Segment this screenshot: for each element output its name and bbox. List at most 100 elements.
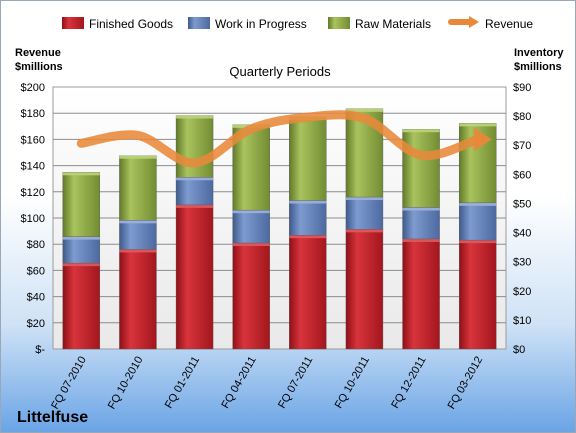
legend-label-raw-materials: Raw Materials (355, 17, 431, 31)
right-tick-label: $10 (513, 315, 531, 327)
bar-raw-materials-top-edge (62, 172, 100, 176)
bars (62, 108, 497, 350)
legend-label-work-in-progress: Work in Progress (215, 17, 307, 31)
right-axis-title-line-1: Inventory (514, 47, 564, 59)
bar-work-in-progress-top-edge (62, 236, 100, 240)
bar-work-in-progress-top-edge (345, 197, 383, 201)
left-tick-label: $180 (21, 108, 45, 120)
left-tick-label: $160 (21, 134, 45, 146)
bar-raw-materials (175, 115, 214, 178)
bar-work-in-progress-top-edge (232, 210, 270, 214)
revenue-line (76, 110, 483, 168)
bar-finished-goods (289, 234, 327, 350)
bar-finished-goods-top-edge (459, 240, 497, 244)
legend-label-finished-goods: Finished Goods (89, 17, 173, 31)
legend-item-work-in-progress: Work in Progress (188, 17, 307, 31)
left-tick-label: $40 (27, 292, 45, 304)
left-tick-label: $60 (27, 265, 45, 277)
left-tick-label: $20 (27, 318, 45, 330)
right-tick-label: $0 (513, 344, 525, 356)
left-tick-label: $200 (21, 82, 45, 94)
left-tick-label: $80 (27, 239, 45, 251)
bar-raw-materials (402, 129, 440, 208)
left-tick-label: $120 (21, 187, 45, 199)
bar-finished-goods (175, 204, 214, 350)
x-tick-label: FQ 07-2011 (276, 355, 315, 411)
bar-finished-goods-top-edge (345, 229, 383, 233)
revenue-line-layer (76, 110, 492, 168)
legend-swatch-finished-goods (62, 17, 84, 29)
legend-swatch-raw-materials (328, 17, 350, 29)
bar-finished-goods (458, 239, 497, 350)
bar-raw-materials (289, 116, 327, 201)
bar-finished-goods (119, 249, 157, 350)
bar-finished-goods (402, 238, 440, 350)
bar-finished-goods (232, 242, 270, 350)
bar-work-in-progress-top-edge (176, 177, 214, 181)
bar-raw-materials-top-edge (345, 108, 383, 112)
left-axis-title-line-2: $millions (15, 61, 63, 73)
x-axis-ticks: FQ 07-2010 FQ 10-2010 FQ 01-2011 FQ 04-2011… (49, 355, 485, 412)
left-tick-label: $100 (21, 213, 45, 225)
right-tick-label: $30 (513, 257, 531, 269)
chart-title: Quarterly Periods (229, 64, 331, 79)
x-tick-label: FQ 03-2012 (446, 355, 486, 412)
left-axis-ticks: $- $20 $40 $60 $80 $100 $120 $140 $160 $180 $200 (21, 82, 46, 356)
right-tick-label: $40 (513, 228, 531, 240)
x-tick-label: FQ 01-2011 (163, 355, 202, 411)
bar-finished-goods-top-edge (119, 249, 157, 253)
right-tick-label: $90 (513, 82, 531, 94)
bar-work-in-progress-top-edge (402, 207, 440, 211)
bar-raw-materials-top-edge (176, 115, 214, 119)
legend-label-revenue: Revenue (485, 17, 533, 31)
bar-work-in-progress (119, 220, 157, 250)
right-tick-label: $80 (513, 111, 531, 123)
bar-work-in-progress (62, 236, 101, 264)
legend-swatch-work-in-progress (188, 17, 210, 29)
left-axis-title-line-1: Revenue (15, 47, 61, 59)
bar-raw-materials-top-edge (402, 129, 440, 133)
legend-item-finished-goods: Finished Goods (62, 17, 173, 31)
x-tick-label: FQ 04-2011 (219, 355, 258, 411)
legend-item-raw-materials: Raw Materials (328, 17, 431, 31)
bar-work-in-progress-top-edge (459, 202, 497, 206)
left-tick-label: $- (35, 344, 45, 356)
bar-raw-materials (119, 155, 157, 221)
bar-work-in-progress (175, 177, 214, 206)
right-tick-label: $60 (513, 169, 531, 181)
x-tick-label: FQ 10-2011 (333, 355, 372, 411)
bar-raw-materials (62, 172, 101, 237)
x-tick-label: FQ 07-2010 (49, 355, 89, 412)
bar-finished-goods-top-edge (62, 263, 100, 267)
legend-item-revenue: Revenue (448, 16, 533, 31)
right-tick-label: $20 (513, 286, 531, 298)
right-axis-title-line-2: $millions (514, 61, 562, 73)
right-tick-label: $50 (513, 198, 531, 210)
x-tick-label: FQ 12-2011 (389, 355, 428, 411)
bar-finished-goods (345, 229, 384, 350)
left-tick-label: $140 (21, 161, 45, 173)
legend: Finished Goods Work in Progress Raw Mate… (62, 16, 533, 31)
bar-work-in-progress (458, 202, 497, 241)
company-name: Littelfuse (17, 409, 88, 426)
bar-work-in-progress-top-edge (289, 200, 327, 204)
bar-work-in-progress (402, 207, 440, 240)
bar-finished-goods-top-edge (402, 238, 440, 242)
revenue-arrowhead (473, 127, 492, 152)
bar-work-in-progress-top-edge (119, 220, 157, 224)
bar-finished-goods-top-edge (289, 235, 327, 239)
bar-work-in-progress (289, 200, 327, 236)
right-tick-label: $70 (513, 140, 531, 152)
bar-finished-goods-top-edge (232, 243, 270, 247)
x-tick-label: FQ 10-2010 (106, 355, 146, 412)
bar-work-in-progress (232, 209, 270, 244)
bar-raw-materials-top-edge (459, 123, 497, 127)
bar-finished-goods-top-edge (176, 204, 214, 208)
bar-finished-goods (62, 262, 101, 350)
bar-work-in-progress (345, 196, 384, 230)
legend-arrow-revenue (469, 16, 479, 28)
bar-raw-materials-top-edge (119, 155, 157, 159)
right-axis-ticks: $0 $10 $20 $30 $40 $50 $60 $70 $80 $90 (513, 82, 531, 356)
